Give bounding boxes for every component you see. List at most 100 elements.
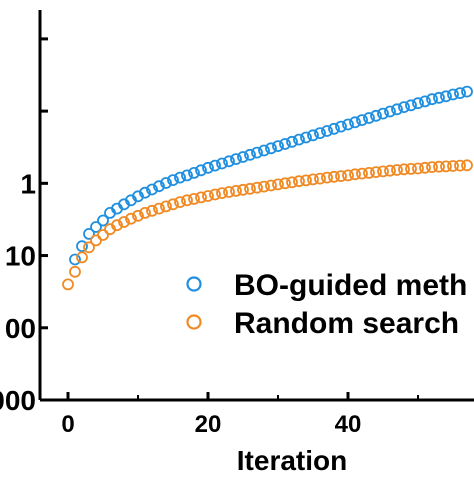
legend-label: Random search [234, 307, 459, 340]
data-point [202, 161, 214, 174]
data-point [314, 127, 326, 140]
data-point [314, 172, 326, 185]
data-point [97, 214, 109, 227]
data-point [349, 116, 361, 129]
ticks: 0204000000101 [0, 37, 419, 438]
data-point [76, 240, 88, 253]
x-tick-label: 0 [61, 411, 74, 438]
data-point [83, 241, 95, 254]
data-point [370, 166, 382, 179]
data-point [300, 131, 312, 144]
data-point [237, 151, 249, 163]
data-point [454, 159, 466, 172]
data-point [391, 164, 403, 176]
data-point [174, 196, 186, 209]
data-point [132, 190, 144, 203]
data-point [139, 206, 151, 219]
data-point [90, 234, 102, 247]
data-point [146, 183, 158, 196]
data-point [251, 181, 263, 194]
data-point [69, 253, 81, 266]
data-point [272, 140, 284, 153]
data-point [139, 186, 151, 199]
data-point [237, 183, 249, 196]
data-point [62, 278, 74, 291]
data-point [69, 265, 81, 278]
data-point [391, 103, 403, 116]
legend-label: BO-guided meth [234, 269, 467, 302]
data-point [342, 169, 354, 182]
data-point [230, 153, 242, 166]
data-point [209, 159, 221, 172]
data-point [223, 155, 235, 168]
data-point [244, 182, 256, 195]
data-point [426, 161, 438, 174]
data-point [356, 114, 368, 126]
data-point [356, 167, 368, 180]
data-point [328, 122, 340, 135]
data-point [447, 160, 459, 172]
data-point [244, 148, 256, 161]
data-point [223, 186, 235, 198]
data-point [335, 120, 347, 133]
data-point [83, 227, 95, 240]
data-point [230, 184, 242, 197]
data-point [384, 105, 396, 118]
data-point [293, 175, 305, 188]
data-point [195, 191, 207, 204]
data-point [398, 101, 410, 113]
data-point [286, 135, 298, 148]
data-point [160, 177, 172, 189]
data-point [188, 192, 200, 205]
data-point [216, 187, 228, 200]
data-point [454, 87, 466, 99]
data-point [265, 142, 277, 155]
data-point [202, 190, 214, 202]
legend: BO-guided meth Random search [186, 269, 467, 340]
data-point [405, 162, 417, 175]
data-point [461, 159, 473, 172]
legend-marker [186, 314, 202, 330]
data-point [111, 219, 123, 232]
data-point [279, 138, 291, 150]
data-point [76, 251, 88, 264]
data-point [209, 188, 221, 201]
data-point [342, 118, 354, 131]
data-point [440, 160, 452, 173]
data-point [370, 109, 382, 122]
data-point [188, 166, 200, 179]
data-point [447, 88, 459, 101]
data-point [363, 166, 375, 179]
data-point [146, 204, 158, 217]
data-point [118, 216, 130, 228]
data-point [279, 177, 291, 190]
legend-marker [186, 276, 202, 292]
data-point [97, 229, 109, 241]
data-point [181, 194, 193, 207]
y-tick-label: 000 [0, 385, 36, 416]
data-point [216, 157, 228, 170]
data-point [384, 164, 396, 177]
series-bo-guided [69, 85, 473, 266]
y-tick-label: 00 [5, 313, 36, 344]
y-tick-label: 1 [20, 168, 36, 199]
data-point [181, 169, 193, 182]
data-point [321, 171, 333, 184]
data-point [167, 174, 179, 187]
data-point [251, 146, 263, 159]
data-point [125, 212, 137, 225]
data-point [160, 200, 172, 213]
x-axis-label: Iteration [237, 445, 347, 474]
data-point [272, 178, 284, 191]
data-point [195, 164, 207, 177]
x-tick-label: 40 [335, 411, 362, 438]
data-point [307, 173, 319, 186]
data-point [426, 93, 438, 106]
data-point [174, 171, 186, 184]
data-point [286, 176, 298, 189]
data-point [405, 99, 417, 112]
data-point [300, 174, 312, 187]
y-tick-label: 10 [5, 241, 36, 272]
